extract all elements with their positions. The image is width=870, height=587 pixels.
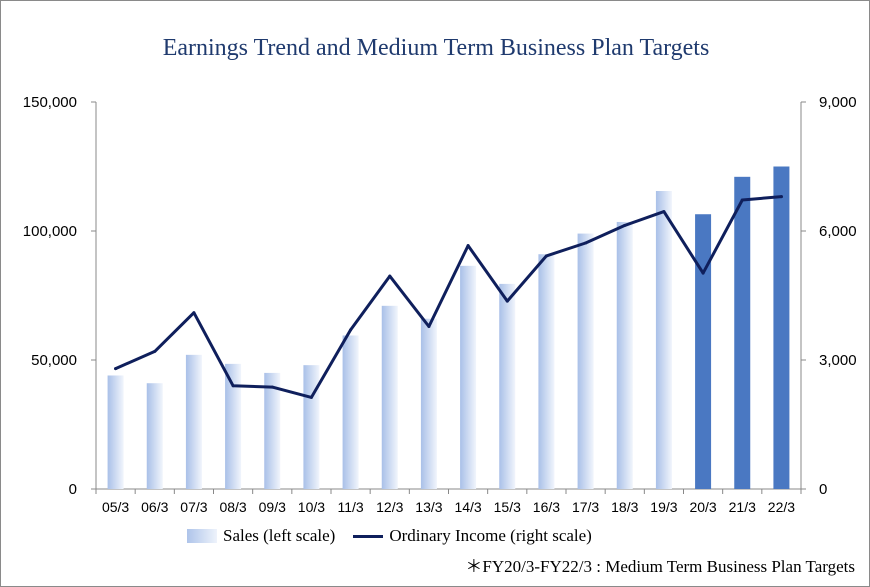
sales-bar	[146, 383, 163, 489]
right-tick-label: 0	[819, 481, 827, 498]
sales-target-bar	[734, 176, 751, 489]
ordinary-income-point	[427, 324, 431, 328]
target-note: ＊FY20/3-FY22/3 : Medium Term Business Pl…	[465, 557, 855, 576]
x-tick-label: 12/3	[376, 499, 403, 515]
sales-bar	[264, 372, 281, 489]
x-tick-label: 06/3	[141, 499, 168, 515]
legend-income-label: Ordinary Income (right scale)	[389, 526, 592, 545]
sales-bar	[538, 254, 555, 489]
legend-income-swatch	[353, 534, 384, 538]
sales-bar	[185, 354, 202, 489]
sales-bar	[225, 363, 242, 489]
ordinary-income-point	[466, 244, 470, 248]
legend-sales-label: Sales (left scale)	[223, 526, 336, 545]
ordinary-income-point	[270, 385, 274, 389]
ordinary-income-point	[623, 223, 627, 227]
legend: Sales (left scale) Ordinary Income (righ…	[187, 525, 592, 547]
left-tick-label: 100,000	[23, 223, 77, 240]
sales-bar	[420, 318, 437, 489]
sales-bar	[460, 265, 477, 489]
right-tick-label: 6,000	[819, 223, 857, 240]
ordinary-income-point	[309, 395, 313, 399]
ordinary-income-point	[779, 195, 783, 199]
left-tick-label: 0	[69, 481, 77, 498]
ordinary-income-point	[701, 271, 705, 275]
ordinary-income-point	[662, 210, 666, 214]
x-tick-label: 20/3	[689, 499, 716, 515]
ordinary-income-point	[740, 198, 744, 202]
sales-bar	[381, 305, 398, 489]
sales-bar	[616, 221, 633, 489]
ordinary-income-point	[388, 274, 392, 278]
x-tick-label: 17/3	[572, 499, 599, 515]
x-tick-label: 15/3	[494, 499, 521, 515]
x-tick-label: 08/3	[219, 499, 246, 515]
ordinary-income-point	[584, 241, 588, 245]
sales-bar	[303, 365, 320, 489]
x-tick-label: 14/3	[454, 499, 481, 515]
chart-title: Earnings Trend and Medium Term Business …	[162, 35, 710, 61]
ordinary-income-point	[231, 384, 235, 388]
ordinary-income-point	[114, 367, 118, 371]
x-tick-label: 11/3	[337, 499, 363, 515]
sales-target-bar	[695, 214, 712, 490]
x-tick-label: 09/3	[259, 499, 286, 515]
ordinary-income-point	[505, 299, 509, 303]
ordinary-income-point	[349, 328, 353, 332]
x-tick-label: 05/3	[102, 499, 129, 515]
legend-sales-swatch	[187, 529, 217, 543]
x-tick-label: 10/3	[298, 499, 325, 515]
ordinary-income-point	[153, 349, 157, 353]
left-tick-label: 150,000	[23, 94, 77, 111]
sales-bar	[107, 375, 124, 489]
sales-bar	[655, 191, 672, 489]
x-tick-label: 19/3	[650, 499, 677, 515]
ordinary-income-point	[544, 254, 548, 258]
left-tick-label: 50,000	[31, 352, 77, 369]
x-tick-label: 21/3	[729, 499, 756, 515]
sales-bar	[499, 283, 516, 489]
x-tick-label: 22/3	[768, 499, 795, 515]
ordinary-income-point	[192, 311, 196, 315]
right-tick-label: 9,000	[819, 94, 857, 111]
x-tick-label: 16/3	[533, 499, 560, 515]
right-tick-label: 3,000	[819, 352, 857, 369]
sales-bar	[577, 233, 594, 489]
sales-target-bar	[773, 166, 790, 489]
x-tick-label: 18/3	[611, 499, 638, 515]
ordinary-income-line	[114, 195, 783, 399]
x-tick-label: 07/3	[180, 499, 207, 515]
x-tick-label: 13/3	[415, 499, 442, 515]
sales-bar	[342, 335, 359, 489]
